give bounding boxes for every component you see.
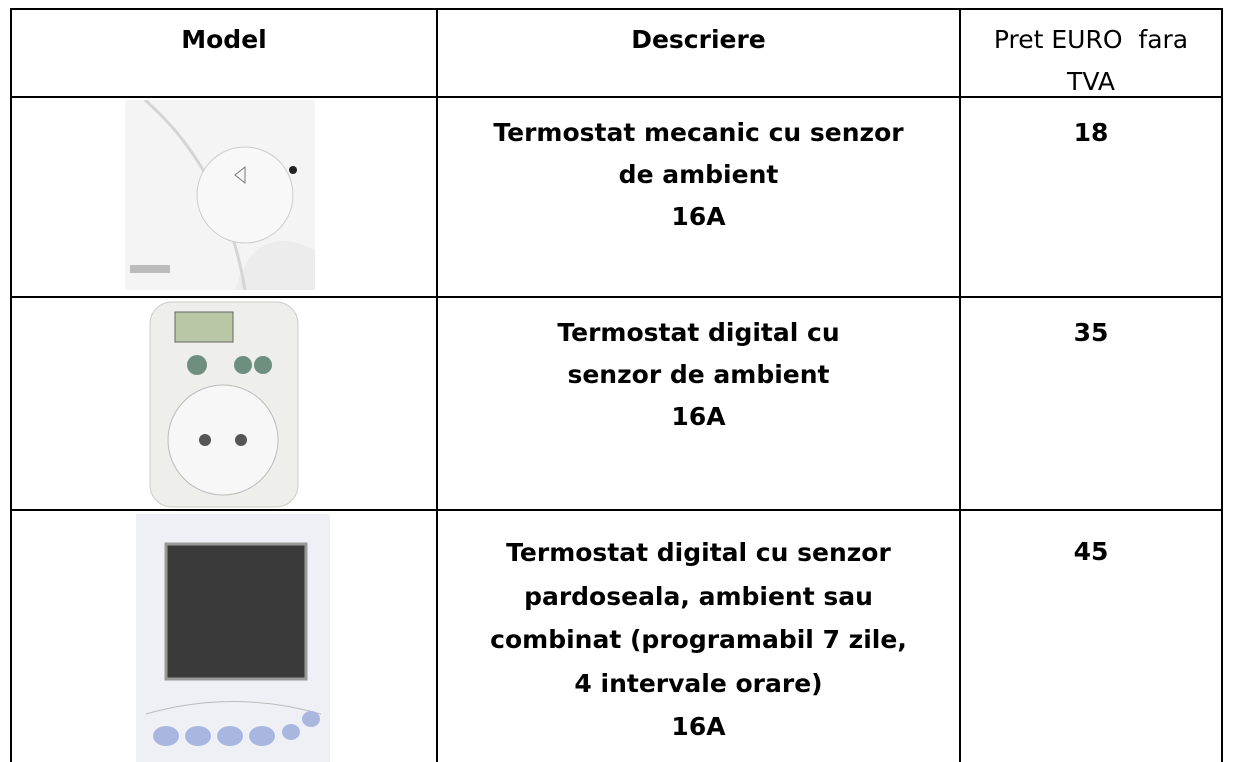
- description-line: pardoseala, ambient sau: [524, 581, 873, 611]
- border: [959, 8, 961, 762]
- price: 18: [1073, 118, 1109, 147]
- description-line: combinat (programabil 7 zile,: [490, 625, 907, 654]
- description-line: 16A: [671, 202, 726, 231]
- header-model: Model: [181, 25, 267, 54]
- product-image: [136, 514, 330, 762]
- header-price-line: Pret EURO fara: [993, 25, 1189, 54]
- description-line: 16A: [671, 712, 726, 741]
- border: [10, 96, 1223, 98]
- header-description: Descriere: [631, 25, 766, 54]
- description-line: Termostat digital cu: [557, 318, 840, 347]
- description: Termostat digital cu senzor de ambient 1…: [438, 312, 959, 438]
- border: [10, 8, 12, 762]
- description-line: 4 intervale orare): [574, 668, 823, 698]
- border: [10, 509, 1223, 511]
- header-price: Pret EURO fara TVA: [961, 19, 1221, 103]
- header-price-line: TVA: [1067, 67, 1115, 96]
- border: [10, 8, 1223, 10]
- border: [1221, 8, 1223, 762]
- product-image: [149, 301, 299, 508]
- description-line: Termostat digital cu senzor: [506, 538, 891, 567]
- border: [436, 8, 438, 762]
- price: 45: [1073, 537, 1109, 566]
- description: Termostat digital cu senzor pardoseala, …: [438, 531, 959, 749]
- product-image: [125, 100, 315, 291]
- description-line: 16A: [671, 402, 726, 431]
- price: 35: [1073, 318, 1109, 347]
- description-line: Termostat mecanic cu senzor: [493, 118, 904, 147]
- description-line: senzor de ambient: [567, 360, 830, 389]
- border: [10, 296, 1223, 298]
- description: Termostat mecanic cu senzor de ambient 1…: [438, 112, 959, 238]
- description-line: de ambient: [618, 160, 779, 189]
